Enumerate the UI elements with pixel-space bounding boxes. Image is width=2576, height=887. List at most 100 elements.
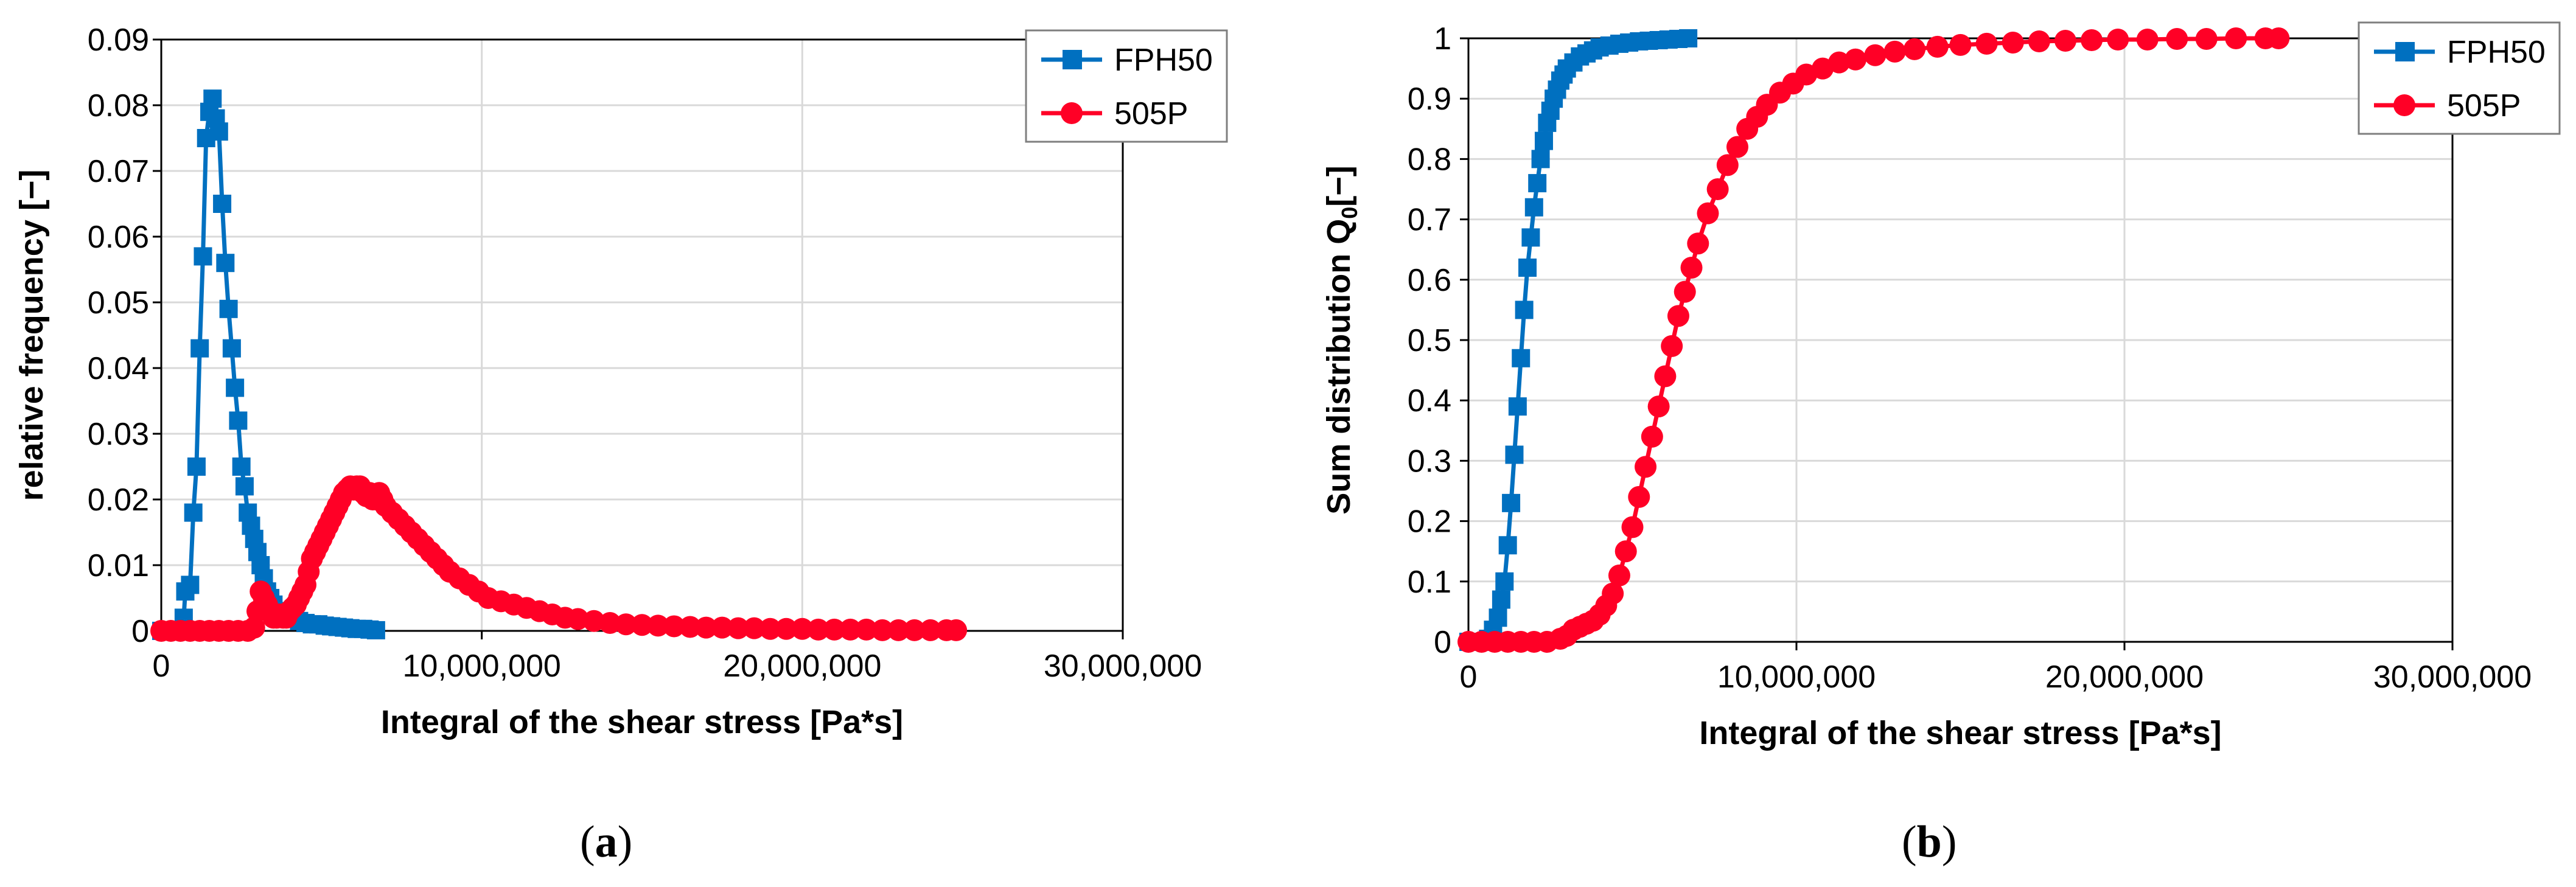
- x-tick-label: 0: [153, 649, 170, 684]
- y-tick-label: 0: [131, 614, 149, 649]
- marker-fph50: [219, 299, 238, 318]
- marker-505p: [2054, 29, 2076, 52]
- marker-505p: [920, 619, 941, 641]
- marker-505p: [2107, 28, 2129, 50]
- y-tick-label: 0: [1434, 625, 1451, 660]
- x-tick-label: 20,000,000: [2045, 659, 2204, 695]
- marker-505p: [1845, 48, 1867, 71]
- marker-fph50: [366, 621, 385, 639]
- marker-fph50: [1512, 349, 1531, 367]
- marker-505p: [2195, 27, 2218, 50]
- marker-505p: [743, 617, 766, 639]
- marker-505p: [711, 616, 733, 639]
- legend-box: [1025, 29, 1228, 143]
- marker-505p: [1647, 395, 1670, 418]
- caption-a: (a): [580, 816, 632, 868]
- series-line-fph50: [161, 96, 377, 633]
- legend-label-505p: 505P: [1114, 96, 1188, 131]
- y-axis-title: relative frequency [−]: [13, 170, 50, 501]
- legend-label-fph50: FPH50: [2447, 35, 2546, 70]
- marker-505p: [839, 618, 862, 641]
- marker-505p: [1667, 305, 1689, 327]
- caption-a-open: (: [580, 817, 595, 867]
- marker-505p: [647, 614, 669, 637]
- legend-box: [2358, 21, 2561, 135]
- chart-a-svg: 0 0.01 0.02 0.03 0.04 0.05 0.06 0.07 0.08 0.09 0 10…: [13, 23, 1228, 740]
- marker-fph50: [1505, 445, 1524, 464]
- caption-b-letter: b: [1916, 817, 1942, 867]
- marker-505p: [1602, 582, 1624, 605]
- marker-505p: [823, 618, 845, 641]
- marker-505p: [807, 618, 829, 641]
- marker-505p: [1926, 35, 1949, 58]
- marker-505p: [887, 619, 910, 641]
- marker-fph50: [213, 195, 232, 213]
- y-tick-label: 0.08: [88, 88, 149, 123]
- y-tick-label: 0.1: [1408, 565, 1451, 600]
- y-tick-label: 0.05: [88, 285, 149, 321]
- marker-505p: [1975, 32, 1998, 55]
- caption-a-close: ): [617, 817, 633, 867]
- y-tick-label: 0.04: [88, 351, 149, 386]
- marker-fph50: [226, 378, 245, 397]
- marker-fph50: [1502, 493, 1521, 512]
- legend-label-fph50: FPH50: [1114, 43, 1213, 78]
- marker-505p: [2136, 28, 2159, 50]
- marker-fph50: [181, 576, 200, 594]
- marker-fph50: [1518, 258, 1537, 277]
- y-tick-label: 0.2: [1408, 504, 1451, 540]
- x-tick-label: 10,000,000: [1717, 659, 1876, 695]
- marker-505p: [631, 614, 653, 636]
- marker-505p: [1716, 154, 1739, 176]
- marker-505p: [1608, 564, 1630, 586]
- marker-505p: [615, 613, 637, 636]
- y-axis-title-unit: [−]: [1321, 165, 1357, 207]
- marker-fph50: [1521, 228, 1540, 247]
- marker-505p: [599, 612, 621, 635]
- caption-a-letter: a: [595, 817, 618, 867]
- marker-505p: [1706, 178, 1729, 200]
- marker-505p: [2081, 29, 2103, 51]
- marker-505p: [871, 619, 893, 641]
- marker-fph50: [184, 503, 203, 522]
- marker-505p: [679, 616, 701, 638]
- plot-area-frame: [160, 38, 1124, 632]
- marker-505p: [1628, 485, 1650, 508]
- y-axis-title-main: Sum distribution Q: [1321, 219, 1357, 515]
- marker-505p: [1674, 280, 1696, 303]
- y-axis-title-subscript: 0: [1337, 207, 1362, 219]
- legend-label-505p: 505P: [2447, 88, 2521, 123]
- marker-505p: [759, 617, 781, 640]
- y-tick-label: 0.8: [1408, 142, 1451, 177]
- marker-505p: [1864, 44, 1887, 66]
- marker-505p: [243, 616, 265, 639]
- marker-fph50: [229, 411, 248, 430]
- legend-marker-fph50: [1063, 50, 1082, 69]
- marker-fph50: [194, 247, 212, 266]
- marker-505p: [2002, 31, 2024, 54]
- marker-fph50: [1508, 397, 1527, 416]
- y-tick-label: 0.06: [88, 220, 149, 255]
- marker-fph50: [1492, 590, 1510, 609]
- chart-b-svg: 0 0.1 0.2 0.3 0.4 0.5 0.6 0.7 0.8 0.9 1 0 10,000,000…: [1321, 21, 2561, 751]
- y-tick-label: 0.07: [88, 154, 149, 189]
- y-tick-label: 0.3: [1408, 444, 1451, 479]
- caption-b: (b): [1902, 816, 1956, 868]
- chart-panel-a: 0 0.01 0.02 0.03 0.04 0.05 0.06 0.07 0.08 0.09 0 10…: [0, 0, 1278, 887]
- marker-fph50: [1495, 572, 1514, 591]
- marker-fph50: [190, 339, 209, 358]
- marker-fph50: [203, 89, 222, 108]
- marker-505p: [1680, 256, 1703, 279]
- caption-b-close: ): [1941, 817, 1957, 867]
- marker-505p: [2028, 30, 2050, 52]
- y-tick-label: 0.5: [1408, 323, 1451, 358]
- marker-505p: [727, 617, 749, 639]
- marker-fph50: [1534, 131, 1553, 150]
- marker-505p: [1614, 540, 1637, 563]
- y-tick-label: 0.02: [88, 482, 149, 518]
- x-tick-label: 30,000,000: [2373, 659, 2532, 695]
- marker-505p: [1949, 33, 1972, 56]
- x-tick-label: 0: [1460, 659, 1478, 695]
- x-axis-title: Integral of the shear stress [Pa*s]: [1699, 715, 2221, 751]
- marker-505p: [2166, 27, 2188, 50]
